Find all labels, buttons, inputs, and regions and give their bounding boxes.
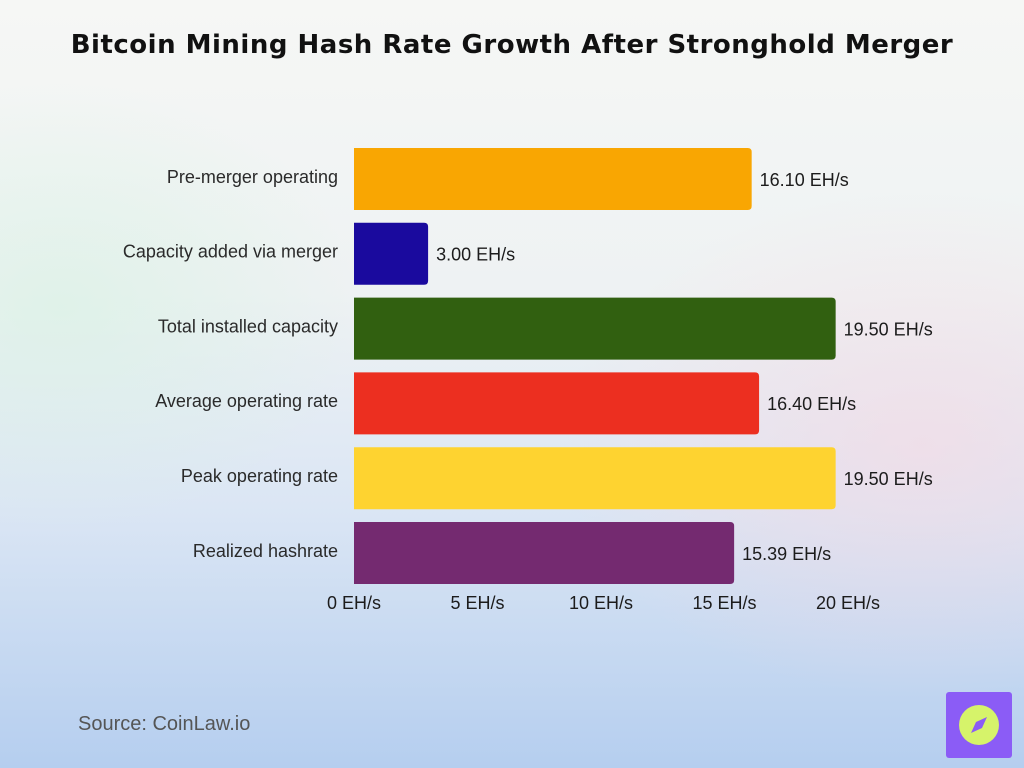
- coinlaw-logo: [946, 692, 1012, 758]
- category-label: Average operating rate: [155, 391, 338, 411]
- category-label: Peak operating rate: [181, 466, 338, 486]
- category-label: Realized hashrate: [193, 541, 338, 561]
- x-tick-label: 5 EH/s: [450, 593, 504, 613]
- value-label: 15.39 EH/s: [742, 544, 831, 564]
- chart-title: Bitcoin Mining Hash Rate Growth After St…: [70, 30, 954, 60]
- compass-icon: [959, 705, 999, 745]
- x-tick-label: 20 EH/s: [816, 593, 880, 613]
- value-label: 19.50 EH/s: [844, 319, 933, 339]
- bar: [354, 447, 836, 510]
- bar: [354, 522, 735, 584]
- value-label: 16.40 EH/s: [767, 394, 856, 414]
- value-label: 19.50 EH/s: [844, 469, 933, 489]
- x-tick-label: 0 EH/s: [327, 593, 381, 613]
- source-label: Source: CoinLaw.io: [78, 713, 251, 735]
- value-label: 16.10 EH/s: [760, 170, 849, 190]
- value-label: 3.00 EH/s: [436, 245, 515, 265]
- bar-chart: Pre-merger operating 16.10 EH/s Capacity a…: [123, 148, 933, 613]
- x-tick-label: 10 EH/s: [569, 593, 633, 613]
- category-label: Capacity added via merger: [123, 242, 338, 262]
- bar: [354, 148, 752, 210]
- bar: [354, 222, 429, 285]
- x-tick-label: 15 EH/s: [692, 593, 756, 613]
- bar: [354, 372, 760, 435]
- category-label: Total installed capacity: [158, 316, 338, 336]
- bar: [354, 297, 836, 360]
- category-label: Pre-merger operating: [167, 167, 338, 187]
